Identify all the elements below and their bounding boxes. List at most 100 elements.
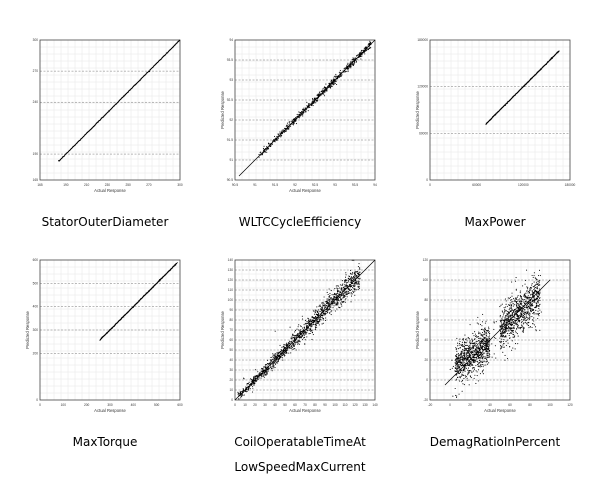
data-point bbox=[315, 317, 317, 319]
data-point bbox=[500, 334, 502, 336]
data-point bbox=[361, 55, 363, 57]
data-point bbox=[469, 350, 471, 352]
data-point bbox=[333, 83, 335, 85]
data-point bbox=[276, 362, 278, 364]
data-point bbox=[348, 285, 350, 287]
data-point bbox=[300, 331, 303, 333]
x-tick-label: 110 bbox=[342, 403, 347, 407]
data-point bbox=[323, 92, 325, 94]
data-point bbox=[503, 327, 506, 329]
data-point bbox=[275, 354, 277, 356]
data-point bbox=[525, 300, 527, 303]
data-point bbox=[345, 290, 347, 293]
data-point bbox=[274, 355, 276, 357]
data-point bbox=[511, 323, 514, 325]
data-point bbox=[457, 361, 460, 363]
data-point bbox=[531, 326, 533, 328]
data-point bbox=[457, 348, 460, 350]
data-point bbox=[306, 321, 308, 323]
data-point bbox=[270, 363, 272, 365]
data-point bbox=[308, 329, 310, 332]
data-point bbox=[463, 354, 465, 356]
data-point bbox=[467, 357, 469, 359]
data-point bbox=[462, 339, 465, 341]
data-point bbox=[329, 85, 331, 87]
data-point bbox=[276, 137, 278, 140]
chart-caption: CoilOperatableTimeAt LowSpeedMaxCurrent bbox=[215, 430, 385, 480]
caption-line: MaxPower bbox=[464, 215, 526, 229]
data-point bbox=[318, 93, 321, 95]
data-point bbox=[357, 266, 359, 268]
data-point bbox=[502, 330, 504, 332]
data-point bbox=[469, 352, 471, 355]
y-tick-label: 600 bbox=[33, 258, 39, 262]
data-point bbox=[79, 139, 81, 141]
data-point bbox=[237, 393, 239, 395]
data-point bbox=[344, 67, 346, 69]
data-point bbox=[522, 310, 524, 313]
data-point bbox=[278, 356, 280, 359]
data-point bbox=[340, 75, 342, 77]
data-point bbox=[516, 322, 518, 324]
data-point bbox=[315, 324, 317, 327]
data-point bbox=[260, 375, 263, 377]
y-axis-label: Predicted Response bbox=[220, 90, 225, 128]
data-point bbox=[281, 352, 283, 354]
data-point bbox=[344, 291, 346, 293]
data-point bbox=[356, 280, 358, 282]
data-point bbox=[296, 341, 298, 343]
data-point bbox=[525, 297, 527, 299]
data-point bbox=[504, 325, 506, 327]
data-point bbox=[478, 346, 480, 348]
data-point bbox=[302, 115, 304, 117]
data-point bbox=[537, 284, 540, 286]
data-point bbox=[515, 324, 517, 326]
data-point bbox=[480, 341, 482, 343]
data-point bbox=[506, 313, 508, 315]
data-point bbox=[487, 342, 489, 344]
data-point bbox=[514, 314, 516, 316]
data-point bbox=[538, 274, 540, 277]
data-point bbox=[266, 371, 268, 373]
data-point bbox=[525, 299, 527, 301]
data-point bbox=[253, 384, 255, 386]
data-point bbox=[125, 94, 127, 96]
data-point bbox=[327, 306, 329, 308]
data-point bbox=[284, 350, 286, 352]
data-point bbox=[528, 312, 530, 314]
data-point bbox=[460, 353, 462, 355]
data-point bbox=[322, 91, 324, 93]
data-point bbox=[326, 312, 328, 314]
data-point bbox=[479, 359, 481, 361]
data-point bbox=[524, 283, 526, 285]
data-point bbox=[524, 279, 527, 282]
data-point bbox=[512, 329, 514, 332]
data-point bbox=[508, 303, 510, 306]
data-point bbox=[346, 65, 348, 67]
data-point bbox=[249, 388, 251, 390]
data-point bbox=[343, 296, 345, 298]
data-point bbox=[356, 276, 359, 278]
data-point bbox=[352, 64, 355, 67]
data-point bbox=[337, 299, 339, 301]
data-point bbox=[529, 313, 531, 315]
data-point bbox=[276, 358, 278, 360]
data-point bbox=[481, 346, 483, 348]
data-point bbox=[472, 364, 474, 366]
data-point bbox=[511, 299, 513, 301]
data-point bbox=[529, 296, 531, 298]
data-point bbox=[471, 362, 473, 364]
data-point bbox=[348, 275, 350, 277]
data-point bbox=[508, 308, 510, 310]
data-point bbox=[324, 89, 326, 91]
data-point bbox=[294, 331, 296, 333]
data-point bbox=[260, 370, 262, 373]
data-point bbox=[538, 294, 540, 296]
y-tick-label: 20 bbox=[229, 378, 233, 382]
data-point bbox=[339, 287, 341, 289]
data-point bbox=[336, 287, 338, 289]
data-point bbox=[486, 330, 488, 332]
data-point bbox=[273, 366, 275, 368]
data-point bbox=[289, 345, 291, 347]
data-point bbox=[314, 313, 316, 315]
